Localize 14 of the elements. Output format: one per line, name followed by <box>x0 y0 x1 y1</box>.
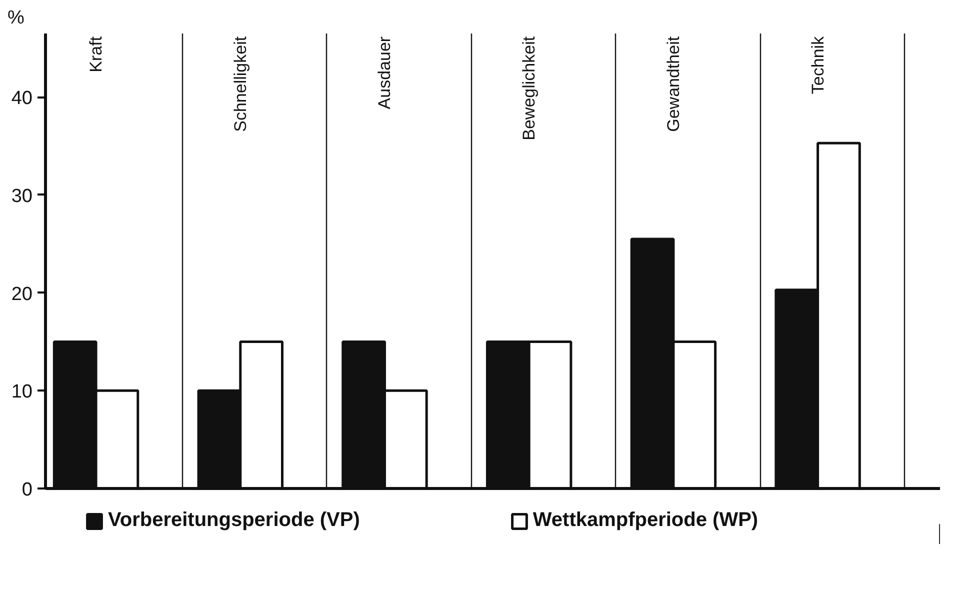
legend-label: Wettkampfperiode (WP) <box>532 509 758 532</box>
x-tick-label: Gewandtheit <box>664 36 683 132</box>
y-tick-label: 10 <box>11 382 33 403</box>
x-tick-label: Beweglichkeit <box>520 36 539 140</box>
y-tick-label: 30 <box>11 186 33 207</box>
x-tick-label: Kraft <box>86 36 106 72</box>
y-tick-label: 20 <box>11 284 33 305</box>
legend-label: Vorbereitungsperiode (VP) <box>108 509 360 532</box>
x-tick-label: Schnelligkeit <box>230 36 250 132</box>
x-tick-label: Technik <box>808 36 828 94</box>
x-tick-label: Ausdauer <box>375 36 394 110</box>
y-axis-title: % <box>8 8 24 28</box>
y-tick-label: 40 <box>11 88 33 110</box>
y-tick-label: 0 <box>22 480 33 500</box>
